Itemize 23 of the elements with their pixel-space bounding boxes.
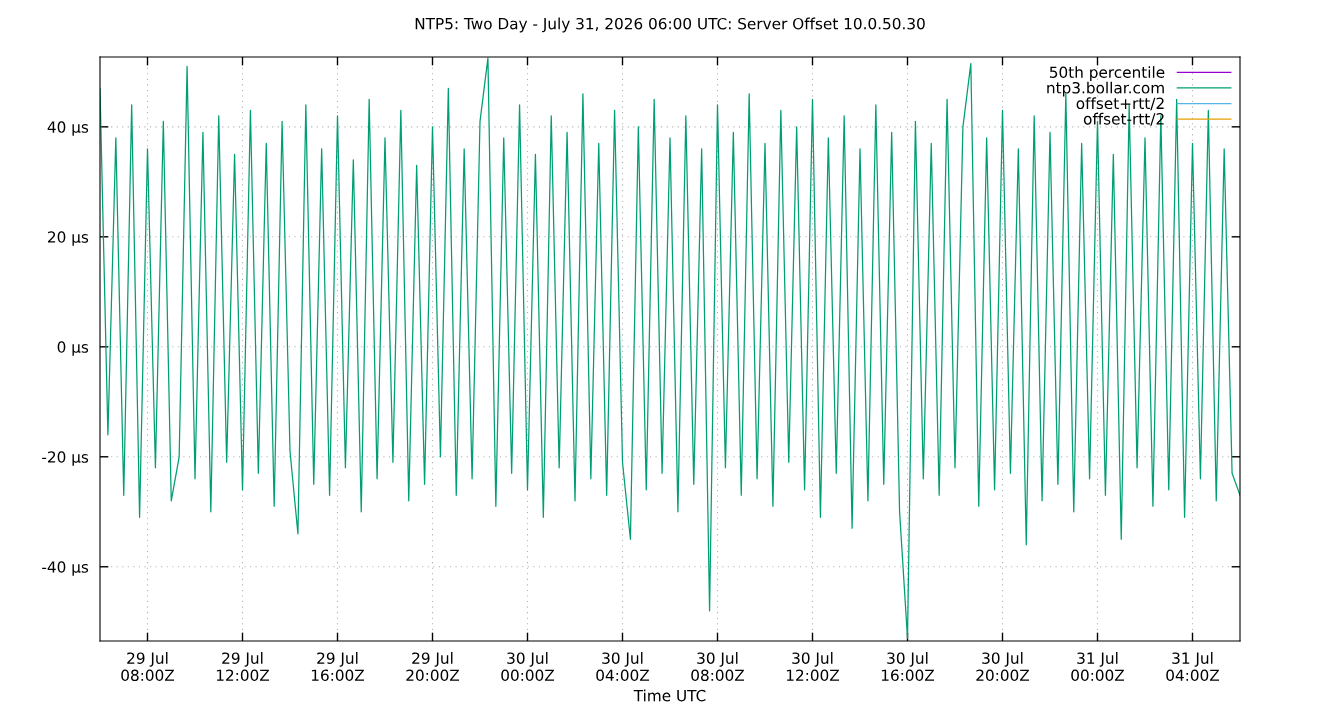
x-tick-label: 29 Jul 16:00Z <box>311 652 365 682</box>
x-tick-label: 30 Jul 12:00Z <box>786 652 840 682</box>
legend-label: 50th percentile <box>1049 66 1165 81</box>
x-tick-label: 31 Jul 04:00Z <box>1166 652 1220 682</box>
y-tick-label: 20 µs <box>48 231 89 246</box>
x-axis-title: Time UTC <box>633 689 706 702</box>
x-tick-label: 30 Jul 04:00Z <box>596 652 650 682</box>
x-tick-label: 29 Jul 20:00Z <box>406 652 460 682</box>
x-tick-label: 31 Jul 00:00Z <box>1071 652 1125 682</box>
y-tick-label: 40 µs <box>47 121 89 136</box>
x-tick-label: 30 Jul 00:00Z <box>501 652 555 682</box>
x-tick-label: 29 Jul 12:00Z <box>216 652 270 682</box>
line-series <box>100 57 1240 639</box>
y-tick-label: 0 µs <box>57 341 89 356</box>
x-tick-label: 29 Jul 08:00Z <box>121 652 175 682</box>
x-tick-label: 30 Jul 16:00Z <box>881 652 935 682</box>
y-tick-label: -20 µs <box>42 451 89 466</box>
chart-title: NTP5: Two Day - July 31, 2026 06:00 UTC: Server Offset 10.0.50.30 <box>415 17 925 33</box>
x-tick-label: 30 Jul 08:00Z <box>691 652 745 682</box>
x-tick-label: 30 Jul 20:00Z <box>976 652 1030 682</box>
legend-label: offset+rtt/2 <box>1076 97 1164 111</box>
legend-label: ntp3.bollar.com <box>1047 81 1164 97</box>
y-tick-label: -40 µs <box>42 561 89 576</box>
